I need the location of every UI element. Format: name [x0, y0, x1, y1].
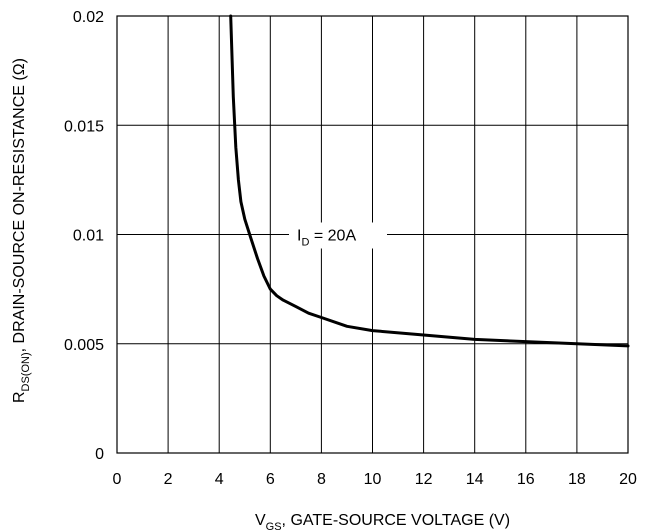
x-tick-label: 18 [568, 471, 586, 488]
x-tick-labels: 0 2 4 6 8 10 12 14 16 18 20 [113, 471, 637, 488]
y-tick-label: 0.01 [73, 228, 104, 245]
rds-on-curve [229, 14, 630, 348]
x-tick-label: 16 [517, 471, 535, 488]
x-tick-label: 14 [466, 471, 484, 488]
x-tick-label: 10 [364, 471, 382, 488]
x-tick-label: 20 [619, 471, 637, 488]
x-tick-label: 0 [113, 471, 122, 488]
x-tick-label: 8 [317, 471, 326, 488]
annotation-id-20a: ID = 20A [297, 228, 356, 249]
x-tick-label: 4 [215, 471, 224, 488]
y-tick-label: 0 [95, 446, 104, 463]
y-tick-label: 0.015 [64, 118, 104, 135]
annotation-background [289, 222, 387, 249]
plot-frame [116, 15, 629, 454]
y-axis-title: RDS(ON), DRAIN-SOURCE ON-RESISTANCE (Ω) [11, 58, 32, 403]
x-tick-label: 6 [266, 471, 275, 488]
x-axis-title: VGS, GATE-SOURCE VOLTAGE (V) [255, 512, 510, 532]
y-tick-labels: 0 0.005 0.01 0.015 0.02 [64, 9, 104, 463]
x-tick-label: 12 [415, 471, 433, 488]
y-tick-label: 0.005 [64, 337, 104, 354]
x-tick-label: 2 [164, 471, 173, 488]
y-tick-label: 0.02 [73, 9, 104, 26]
